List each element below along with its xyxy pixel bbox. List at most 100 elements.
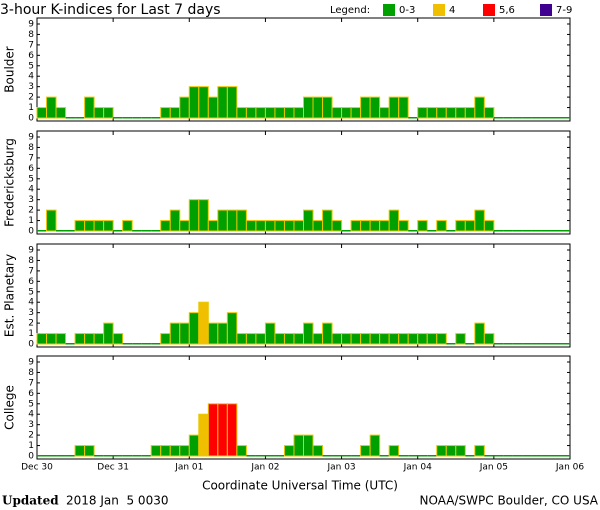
legend-label: 5,6 — [499, 5, 515, 16]
bar — [245, 333, 257, 345]
y-tick-label: 6 — [28, 51, 34, 61]
bar — [246, 455, 256, 457]
bar — [369, 220, 381, 232]
bar — [408, 230, 418, 232]
bar — [541, 343, 551, 345]
y-tick-label: 4 — [28, 72, 34, 82]
bar — [341, 333, 352, 345]
bar — [493, 117, 504, 119]
bar — [160, 445, 171, 457]
bar — [312, 333, 324, 345]
bar — [493, 455, 504, 457]
bar — [503, 230, 513, 232]
x-axis-label: Coordinate Universal Time (UTC) — [202, 479, 398, 493]
bar — [417, 107, 428, 119]
bar — [322, 455, 333, 457]
bar — [388, 209, 400, 232]
bar — [493, 230, 504, 232]
y-tick-label: 7 — [28, 378, 34, 388]
bar — [312, 220, 324, 232]
bar — [245, 220, 257, 232]
y-tick-label: 6 — [28, 164, 34, 174]
bar — [236, 333, 247, 345]
bar — [141, 455, 152, 457]
legend-label: 7-9 — [556, 5, 572, 16]
bar — [426, 107, 438, 119]
bar — [293, 333, 305, 345]
bar — [398, 220, 409, 232]
bar — [379, 333, 390, 345]
bar — [293, 434, 305, 457]
bar — [132, 230, 142, 232]
bar — [65, 230, 76, 232]
y-tick-label: 6 — [28, 277, 34, 287]
bar — [464, 220, 476, 232]
bar — [198, 86, 209, 119]
bar — [417, 220, 428, 232]
bar — [436, 107, 447, 119]
bar — [46, 333, 57, 345]
x-tick-label: Jan 01 — [174, 463, 203, 473]
bar — [350, 107, 362, 119]
x-tick-label: Jan 05 — [479, 463, 508, 473]
bar — [188, 434, 200, 457]
y-axis-label: Est. Planetary — [3, 254, 17, 337]
bar — [512, 455, 523, 457]
bar — [436, 220, 447, 232]
bar — [465, 455, 475, 457]
y-tick-label: 9 — [28, 20, 34, 30]
bar — [179, 220, 190, 232]
bar — [236, 445, 247, 457]
bar — [531, 343, 542, 345]
y-tick-label: 1 — [28, 216, 34, 226]
bar — [550, 117, 561, 119]
y-tick-label: 7 — [28, 266, 34, 276]
bar — [103, 455, 114, 457]
bar — [331, 107, 343, 119]
bar — [360, 445, 371, 457]
bar — [188, 86, 200, 119]
panel-frame — [36, 243, 571, 348]
y-tick-label: 1 — [28, 329, 34, 339]
bar — [445, 445, 457, 457]
bar — [93, 107, 105, 119]
bar — [160, 107, 171, 119]
bar — [93, 333, 105, 345]
y-axis-label: College — [3, 385, 17, 430]
bar — [103, 220, 114, 232]
bar — [46, 209, 57, 232]
x-tick-label: Jan 04 — [403, 463, 432, 473]
bar — [398, 455, 409, 457]
bar — [226, 312, 238, 345]
bar — [512, 117, 523, 119]
bar — [93, 220, 105, 232]
bar — [169, 445, 181, 457]
bar — [283, 107, 295, 119]
bar — [179, 322, 190, 345]
bar — [312, 96, 324, 119]
legend-label: 4 — [449, 5, 455, 16]
bar — [122, 220, 133, 232]
y-tick-label: 7 — [28, 40, 34, 50]
bar — [94, 455, 104, 457]
y-tick-label: 2 — [28, 431, 34, 441]
bar — [369, 434, 381, 457]
bar — [427, 455, 437, 457]
bar — [455, 220, 466, 232]
bar — [331, 220, 343, 232]
bar — [283, 445, 295, 457]
bar — [255, 107, 266, 119]
bar — [455, 445, 466, 457]
legend-label: 0-3 — [399, 5, 415, 16]
panel-frame — [36, 130, 571, 235]
bar — [103, 322, 114, 345]
bar — [198, 301, 209, 345]
y-tick-label: 2 — [28, 206, 34, 216]
y-tick-label: 0 — [28, 340, 34, 350]
bar — [65, 455, 76, 457]
bar — [84, 96, 95, 119]
bar — [427, 230, 437, 232]
bar — [65, 343, 76, 345]
y-tick-label: 8 — [28, 368, 34, 378]
bar — [255, 333, 266, 345]
